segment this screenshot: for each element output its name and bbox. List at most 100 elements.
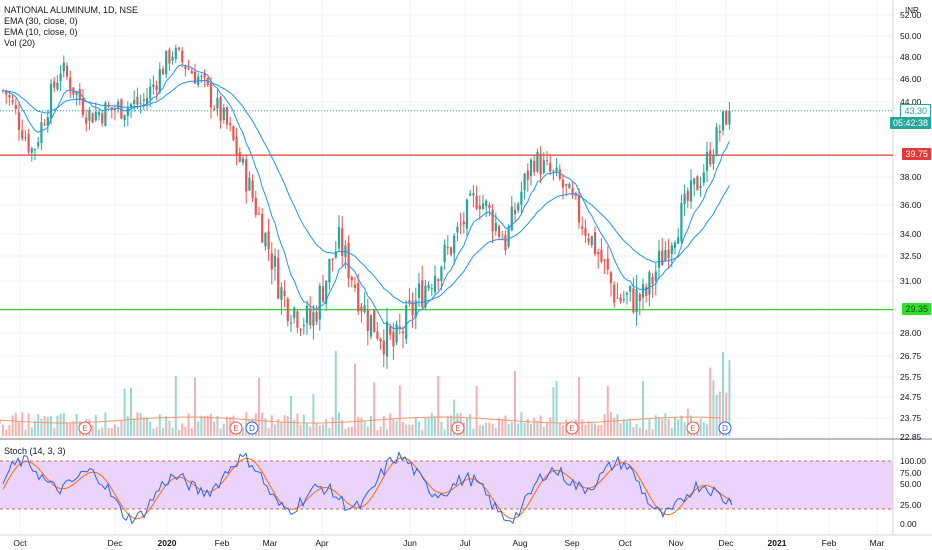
price-tick-label-9: 31.00 [900,276,922,286]
volume-bar-204 [654,415,657,436]
candle-body-45 [145,97,149,104]
candle-body-9 [30,148,33,153]
candle-body-81 [261,214,264,243]
last-price-label: 43.30 [900,104,931,118]
volume-bar-66 [213,421,216,436]
candle-body-77 [248,177,251,191]
volume-bar-223 [715,394,718,436]
volume-bar-210 [674,417,676,436]
volume-bar-137 [440,422,443,436]
candle-body-181 [581,226,584,229]
volume-bar-16 [53,427,56,436]
volume-bar-96 [309,426,312,436]
volume-bar-157 [504,415,507,436]
volume-bar-38 [123,388,126,436]
candle-body-140 [449,247,453,255]
candle-body-96 [309,308,312,326]
candle-body-193 [619,297,622,302]
candle-body-5 [17,112,21,130]
volume-bar-111 [357,416,360,436]
volume-bar-98 [315,423,318,436]
time-tick-label-5: Apr [315,538,328,548]
volume-bar-107 [344,428,347,436]
candle-body-211 [677,237,680,244]
candle-body-85 [273,255,277,267]
price-tick-label-1: 50.00 [900,31,922,41]
candle-body-52 [168,49,171,64]
price-tick-label-7: 34.00 [900,229,922,239]
candle-body-7 [24,137,27,139]
candle-body-184 [590,236,593,246]
volume-bar-140 [450,415,452,436]
event-marker-circle [229,421,243,435]
volume-bar-192 [616,414,619,436]
candle-body-28 [91,113,94,123]
candle-body-95 [305,305,309,324]
candle-body-4 [14,104,17,110]
volume-bar-213 [683,421,686,436]
candle-body-186 [597,252,600,255]
volume-bar-83 [267,428,270,436]
event-marker-circle [686,421,700,435]
volume-bar-186 [597,425,600,436]
candle-body-84 [270,253,273,270]
volume-bar-152 [488,422,491,436]
volume-bar-199 [638,427,641,436]
candle-body-163 [523,173,526,191]
volume-bar-133 [427,417,430,436]
candle-body-148 [475,195,478,209]
volume-bar-120 [386,429,388,436]
price-tick-label-4: 44.00 [900,97,922,107]
candle-body-17 [56,82,59,90]
event-marker-e-5: E [686,421,700,435]
event-marker-e-1: E [229,421,243,435]
volume-bar-42 [136,412,139,436]
volume-bar-136 [437,376,440,436]
volume-bar-218 [699,418,702,436]
candle-body-134 [430,287,433,289]
volume-bar-201 [645,429,648,436]
volume-bar-53 [171,427,174,436]
volume-bar-21 [69,423,72,436]
candle-body-112 [360,306,363,312]
candle-body-125 [401,331,405,334]
time-tick-label-15: Mar [870,538,885,548]
volume-bar-56 [181,423,184,436]
candle-body-79 [254,197,257,215]
candle-body-78 [251,180,254,199]
candle-body-168 [539,153,542,175]
volume-bar-45 [146,417,148,436]
candle-body-202 [648,272,651,295]
candle-body-113 [363,305,366,313]
ema10-legend: EMA (10, close, 0) [4,27,78,37]
candle-body-69 [222,107,225,120]
volume-bar-103 [331,417,334,436]
volume-bar-132 [424,417,427,436]
volume-bar-160 [514,371,516,436]
candle-body-182 [584,228,587,236]
volume-bar-8 [27,413,30,436]
volume-bar-145 [466,418,468,436]
volume-bar-187 [600,424,603,436]
volume-bar-147 [472,428,475,436]
volume-bar-184 [590,422,593,436]
volume-bar-13 [43,416,46,436]
candle-body-124 [398,326,401,329]
volume-bar-116 [373,382,376,436]
candle-body-10 [33,149,37,151]
volume-bar-62 [200,415,203,436]
volume-bar-94 [302,414,305,436]
candle-body-162 [520,191,523,205]
volume-bar-135 [434,417,436,436]
time-tick-label-0: Oct [13,538,27,548]
candle-body-190 [609,272,613,284]
volume-bar-1 [5,429,8,436]
candle-body-40 [129,104,133,108]
volume-bar-5 [18,421,20,436]
volume-bar-227 [728,360,731,436]
candle-body-97 [312,312,315,326]
price-tick-label-11: 26.75 [900,351,922,361]
volume-bar-197 [632,427,635,436]
candle-body-218 [699,186,702,189]
